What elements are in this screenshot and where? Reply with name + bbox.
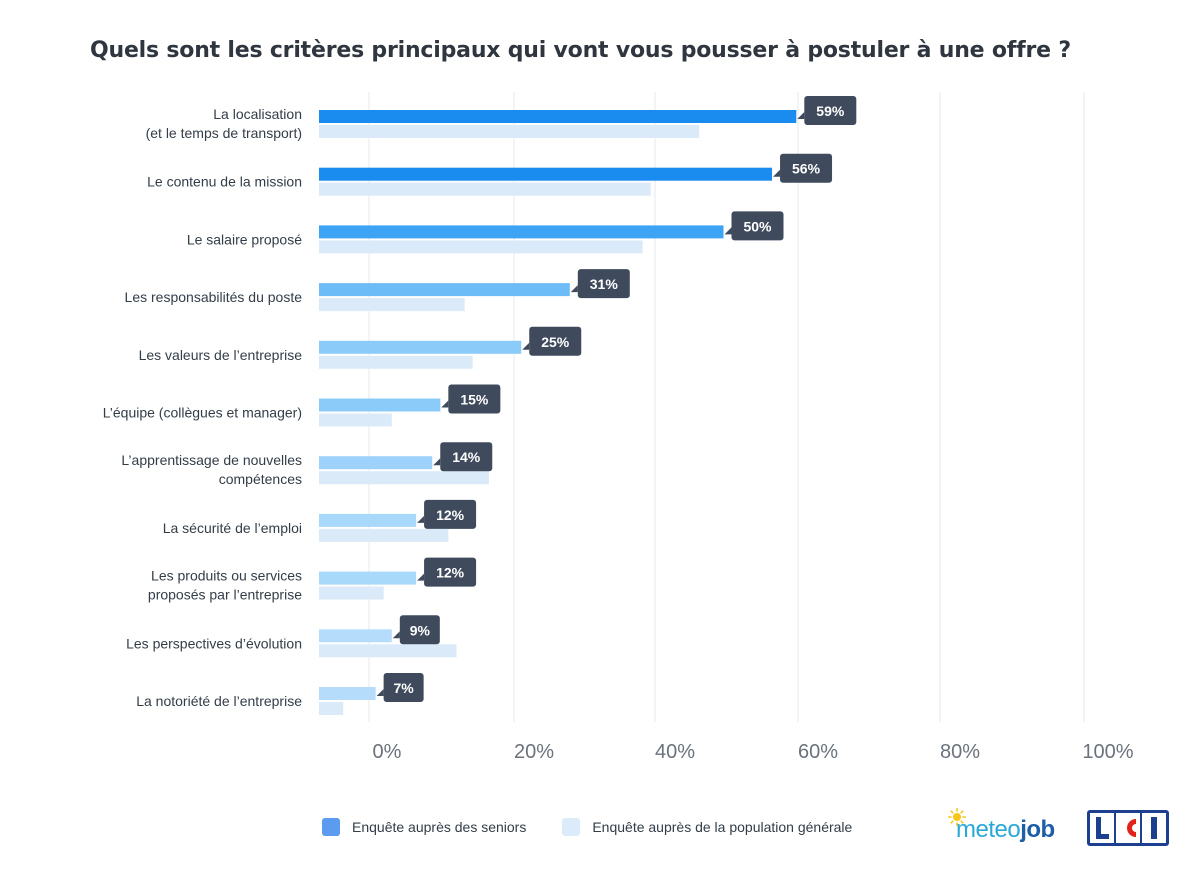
x-tick-label: 80% [940, 741, 980, 763]
bar-seniors [319, 110, 797, 123]
data-label-pointer [522, 342, 530, 350]
category-label: La localisation (et le temps de transport… [146, 106, 302, 141]
data-label-pointer [376, 689, 384, 696]
legend-label-seniors: Enquête auprès des seniors [352, 819, 527, 835]
category-label: Les valeurs de l’entreprise [139, 347, 303, 363]
bar-general [319, 240, 643, 254]
data-label-pointer [797, 112, 805, 119]
bar-seniors [319, 629, 392, 643]
data-label-box [383, 673, 424, 702]
data-label-box [577, 269, 630, 299]
data-label-pointer [417, 515, 425, 523]
data-label: 31% [590, 276, 619, 292]
bar-seniors [319, 340, 522, 354]
data-label: 50% [743, 218, 772, 234]
data-label: 25% [541, 334, 570, 350]
category-label: La sécurité de l’emploi [163, 520, 302, 536]
bar-chart: 0% 20% 40% 60% 80% 100% La localisation (et le … [103, 92, 1134, 763]
data-label: 56% [792, 161, 821, 177]
data-label-box [399, 615, 440, 645]
category-label: La notoriété de l’entreprise [136, 693, 302, 709]
bar-general [319, 586, 384, 600]
bar-general [319, 125, 700, 138]
bar-seniors [319, 456, 433, 470]
x-tick-label: 40% [655, 741, 695, 763]
chart-title: Quels sont les critères principaux qui v… [90, 38, 1071, 63]
data-label-pointer [392, 631, 400, 639]
category-label: Les responsabilités du poste [125, 289, 303, 305]
bar-seniors [319, 687, 376, 700]
legend-label-general: Enquête auprès de la population générale [592, 819, 853, 835]
sun-icon [948, 808, 966, 826]
data-label-box [424, 499, 477, 529]
data-label-box [731, 211, 784, 241]
bar-seniors [319, 571, 417, 585]
data-label-box [780, 153, 833, 183]
data-label-box [529, 326, 582, 356]
data-label: 12% [436, 507, 465, 523]
lci-logo [1087, 810, 1169, 846]
x-tick-label: 0% [373, 741, 402, 763]
category-label: L’apprentissage de nouvelles compétences [121, 452, 302, 487]
data-label-box [424, 557, 477, 587]
bar-general [319, 471, 489, 485]
meteojob-wordmark: meteojob [956, 816, 1055, 843]
bar-seniors [319, 167, 773, 181]
legend-swatch-general [562, 818, 581, 836]
legend-swatch-seniors [322, 818, 340, 836]
data-label-box [448, 384, 501, 414]
legend-item-seniors[interactable]: Enquête auprès des seniors [322, 818, 526, 836]
data-label-pointer [773, 169, 781, 177]
x-tick-label: 60% [798, 741, 838, 763]
data-label: 9% [410, 622, 431, 638]
category-label: Les perspectives d’évolution [126, 635, 302, 651]
bar-general [319, 528, 449, 542]
category-label: L’équipe (collègues et manager) [103, 405, 302, 421]
bar-seniors [319, 513, 417, 527]
legend: Enquête auprès des seniors Enquête auprè… [322, 818, 888, 836]
data-label: 15% [460, 392, 489, 408]
bar-general [319, 413, 392, 427]
legend-item-general[interactable]: Enquête auprès de la population générale [562, 818, 852, 836]
data-label-box [804, 96, 857, 125]
bar-general [319, 182, 651, 196]
category-label: Le salaire proposé [187, 231, 302, 247]
bar-general [319, 702, 344, 715]
bar-general [319, 298, 465, 312]
data-label-box [440, 442, 493, 472]
data-label: 14% [452, 449, 481, 465]
x-tick-label: 100% [1082, 741, 1133, 763]
bar-general [319, 644, 457, 658]
category-label: Le contenu de la mission [147, 174, 302, 190]
bar-seniors [319, 398, 441, 412]
category-label: Les produits ou services proposés par l’e… [148, 568, 302, 603]
data-label: 12% [436, 565, 465, 581]
meteojob-logo: meteojob [946, 806, 1066, 850]
data-label-pointer [417, 573, 425, 581]
bar-seniors [319, 283, 570, 297]
data-label-pointer [724, 227, 732, 235]
data-label: 7% [394, 680, 415, 696]
data-label-pointer [441, 400, 449, 408]
bar-general [319, 355, 473, 369]
bar-seniors [319, 225, 724, 239]
data-label-pointer [433, 458, 441, 466]
data-label-pointer [570, 285, 578, 293]
x-tick-label: 20% [514, 741, 554, 763]
data-label: 59% [816, 103, 845, 119]
